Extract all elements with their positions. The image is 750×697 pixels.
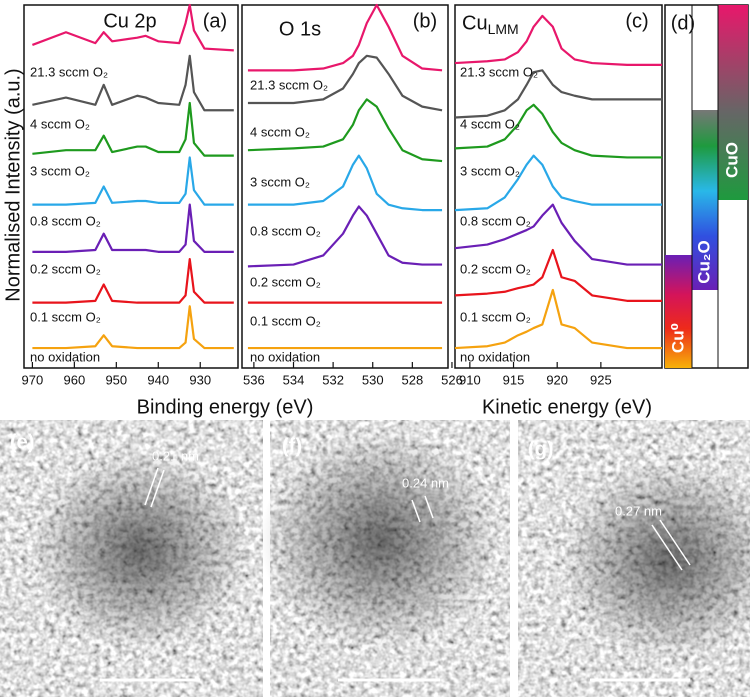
particle [560, 460, 750, 660]
panel-label: (c) [625, 10, 648, 32]
chart-panel: 536 534 532 530 528 526 no oxidation 0.1 sccm O… [241, 3, 463, 387]
series-label: 3 sccm O₂ [30, 163, 90, 178]
fringe-marker [651, 524, 683, 571]
x-tick-label: 530 [362, 372, 384, 387]
spectrum-line [454, 248, 662, 302]
tem-image: (g) 0.27 nm [518, 420, 750, 697]
fringe-marker [411, 499, 421, 523]
color-bar [692, 110, 718, 290]
panel-title: O 1s [279, 18, 321, 40]
spectrum-line [454, 154, 662, 212]
tem-image: (e) 0.21 nm [0, 420, 263, 697]
series-label: 4 sccm O₂ [250, 124, 310, 139]
spectrum-line [32, 156, 234, 206]
x-tick-label: 920 [546, 372, 568, 387]
series-label: 0.1 sccm O₂ [30, 309, 101, 324]
x-tick-label: 536 [243, 372, 265, 387]
x-axis-title: Kinetic energy (eV) [482, 396, 652, 418]
x-tick-label: 925 [590, 372, 612, 387]
bar-label: Cu₂O [694, 240, 713, 283]
spectrum-line [32, 3, 234, 52]
x-tick-label: 534 [283, 372, 305, 387]
bar-label: Cu⁰ [668, 323, 687, 353]
x-tick-label: 910 [459, 372, 481, 387]
spectrum-line [32, 258, 234, 304]
panel-d: (d) Cu⁰ Cu₂O CuO [664, 4, 749, 369]
spectrum-line [247, 98, 443, 163]
x-tick-label: 915 [503, 372, 525, 387]
color-bar [665, 255, 692, 368]
series-label: no oxidation [30, 349, 100, 364]
panel-label: (d) [671, 12, 695, 34]
x-axis-title: Binding energy (eV) [137, 396, 314, 418]
spectrum-line [32, 203, 234, 253]
tem-image: (f) 0.24 nm [260, 420, 510, 697]
series-label: no oxidation [250, 349, 320, 364]
x-tick-label: 528 [401, 372, 423, 387]
panel-frame [241, 4, 449, 369]
panel-frame [23, 4, 239, 369]
x-tick-label: 960 [64, 372, 86, 387]
chart-panel: 910 915 920 925 no oxidation 0.1 sccm O₂ 0.2 s… [454, 4, 663, 387]
series-label: 21.3 sccm O₂ [250, 77, 328, 92]
image-label: (f) [282, 435, 302, 457]
series-label: 0.1 sccm O₂ [460, 309, 531, 324]
title-subscript: LMM [488, 21, 519, 37]
series-label: 0.1 sccm O₂ [250, 313, 321, 328]
particle [30, 450, 250, 650]
spectrum-line [247, 154, 443, 212]
fringe-marker [659, 519, 691, 566]
series-label: 0.2 sccm O₂ [30, 261, 101, 276]
spectrum-line [247, 205, 443, 268]
panel-label: (a) [203, 10, 227, 32]
series-label: 4 sccm O₂ [30, 116, 90, 131]
color-bar [718, 5, 748, 200]
series-label: 3 sccm O₂ [460, 163, 520, 178]
spectrum-line [32, 305, 234, 350]
series-label: 0.8 sccm O₂ [460, 213, 531, 228]
panel-title: Cu 2p [103, 10, 156, 32]
spectrum-line [32, 101, 234, 157]
spectrum-line [454, 69, 662, 119]
series-label: 4 sccm O₂ [460, 116, 520, 131]
series-label: 0.2 sccm O₂ [250, 274, 321, 289]
series-label: 3 sccm O₂ [250, 174, 310, 189]
x-tick-label: 930 [189, 372, 211, 387]
x-tick-label: 950 [105, 372, 127, 387]
spectrum-line [454, 203, 662, 266]
bar-label: CuO [722, 142, 741, 178]
image-label: (e) [10, 431, 34, 453]
x-tick-label: 970 [22, 372, 44, 387]
spectrum-line [454, 288, 662, 350]
fringe-marker [144, 467, 159, 506]
x-tick-label: 526 [441, 372, 463, 387]
series-label: 21.3 sccm O₂ [460, 64, 538, 79]
panel-label: (b) [413, 10, 437, 32]
spectrum-line [247, 54, 443, 112]
series-label: no oxidation [460, 349, 530, 364]
series-label: 21.3 sccm O₂ [30, 64, 108, 79]
spectrum-line [32, 54, 234, 112]
particle [260, 430, 500, 650]
spectrum-line [454, 14, 662, 66]
spacing-label: 0.24 nm [402, 475, 449, 490]
series-label: 0.8 sccm O₂ [250, 223, 321, 238]
series-label: 0.2 sccm O₂ [460, 261, 531, 276]
spectrum-line [454, 103, 662, 159]
spacing-label: 0.21 nm [152, 448, 199, 463]
spectrum-line [247, 3, 443, 72]
x-tick-label: 532 [322, 372, 344, 387]
fringe-marker [150, 469, 165, 508]
y-axis-title: Normalised Intensity (a.u.) [2, 68, 24, 301]
x-tick-label: 940 [147, 372, 169, 387]
chart-panel: 970 960 950 940 930 no oxidation 0.1 sccm O₂ 0.… [22, 3, 239, 387]
fringe-marker [424, 495, 434, 519]
image-label: (g) [528, 438, 554, 460]
spacing-label: 0.27 nm [615, 503, 662, 518]
series-label: 0.8 sccm O₂ [30, 213, 101, 228]
